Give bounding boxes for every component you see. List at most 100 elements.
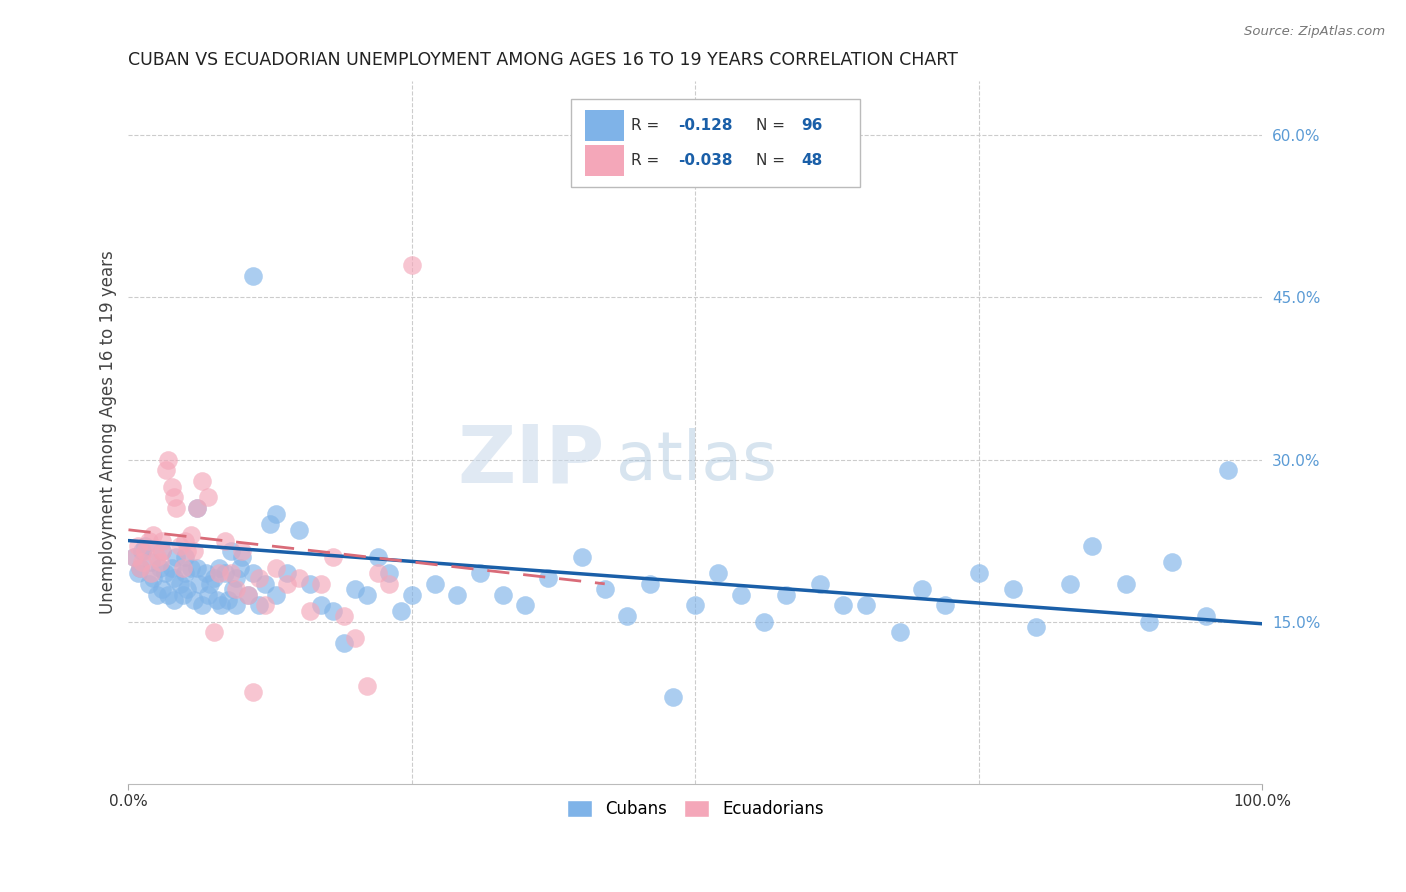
Point xyxy=(247,599,270,613)
Point xyxy=(146,588,169,602)
Point xyxy=(174,549,197,564)
Point xyxy=(165,549,187,564)
Point xyxy=(142,571,165,585)
Point xyxy=(191,474,214,488)
Point xyxy=(264,588,287,602)
Point xyxy=(367,566,389,580)
Text: R =: R = xyxy=(631,153,664,169)
Point xyxy=(202,571,225,585)
Point xyxy=(197,588,219,602)
Point xyxy=(593,582,616,597)
Point xyxy=(169,539,191,553)
Point xyxy=(322,549,344,564)
Text: Source: ZipAtlas.com: Source: ZipAtlas.com xyxy=(1244,25,1385,38)
Point xyxy=(165,501,187,516)
Point xyxy=(730,588,752,602)
Point xyxy=(276,566,298,580)
Point xyxy=(1160,555,1182,569)
Point xyxy=(169,577,191,591)
Point xyxy=(309,577,332,591)
Point xyxy=(219,566,242,580)
Point xyxy=(160,479,183,493)
Point xyxy=(236,588,259,602)
Point xyxy=(222,582,245,597)
Point xyxy=(333,636,356,650)
Point xyxy=(287,571,309,585)
Point xyxy=(259,517,281,532)
Point xyxy=(378,577,401,591)
Point xyxy=(127,539,149,553)
Point xyxy=(638,577,661,591)
Point xyxy=(128,560,150,574)
Point xyxy=(141,555,163,569)
Point xyxy=(236,588,259,602)
Point xyxy=(808,577,831,591)
Point xyxy=(208,560,231,574)
Point xyxy=(242,685,264,699)
Point xyxy=(152,544,174,558)
Point xyxy=(333,609,356,624)
Text: N =: N = xyxy=(755,153,789,169)
Point xyxy=(228,560,250,574)
Point xyxy=(242,268,264,283)
Point xyxy=(1137,615,1160,629)
Point xyxy=(242,566,264,580)
Point xyxy=(157,588,180,602)
Point xyxy=(356,588,378,602)
Point xyxy=(202,625,225,640)
Point xyxy=(122,549,145,564)
Point xyxy=(378,566,401,580)
Point xyxy=(183,593,205,607)
Point xyxy=(172,588,194,602)
Point xyxy=(176,582,198,597)
Point xyxy=(1025,620,1047,634)
Text: atlas: atlas xyxy=(616,427,778,493)
Point xyxy=(616,609,638,624)
Point xyxy=(775,588,797,602)
Point xyxy=(160,560,183,574)
Point xyxy=(1218,463,1240,477)
Point xyxy=(253,599,276,613)
Y-axis label: Unemployment Among Ages 16 to 19 years: Unemployment Among Ages 16 to 19 years xyxy=(100,251,117,615)
Point xyxy=(344,582,367,597)
Point xyxy=(685,599,707,613)
Point xyxy=(298,604,321,618)
Point xyxy=(423,577,446,591)
Point xyxy=(231,549,253,564)
Point xyxy=(1115,577,1137,591)
FancyBboxPatch shape xyxy=(585,145,624,176)
Point xyxy=(264,560,287,574)
Point xyxy=(1195,609,1218,624)
Point xyxy=(141,566,163,580)
Point xyxy=(191,599,214,613)
Point xyxy=(152,544,174,558)
Point xyxy=(163,491,186,505)
Point xyxy=(194,566,217,580)
Point xyxy=(180,560,202,574)
Point xyxy=(172,560,194,574)
Point xyxy=(138,533,160,548)
Point xyxy=(934,599,956,613)
FancyBboxPatch shape xyxy=(585,110,624,141)
Point xyxy=(138,577,160,591)
Point xyxy=(468,566,491,580)
Point xyxy=(198,577,221,591)
Point xyxy=(157,452,180,467)
Point xyxy=(401,588,423,602)
Point xyxy=(163,593,186,607)
Text: N =: N = xyxy=(755,118,789,133)
Text: 48: 48 xyxy=(801,153,823,169)
Text: R =: R = xyxy=(631,118,664,133)
Point xyxy=(174,533,197,548)
Point xyxy=(515,599,537,613)
Point xyxy=(186,501,208,516)
Text: ZIP: ZIP xyxy=(457,422,605,500)
Point xyxy=(149,555,172,569)
Point xyxy=(214,533,236,548)
Point xyxy=(186,560,208,574)
Point xyxy=(225,582,247,597)
Point xyxy=(180,528,202,542)
Point xyxy=(134,544,156,558)
Point xyxy=(183,544,205,558)
Point xyxy=(1081,539,1104,553)
